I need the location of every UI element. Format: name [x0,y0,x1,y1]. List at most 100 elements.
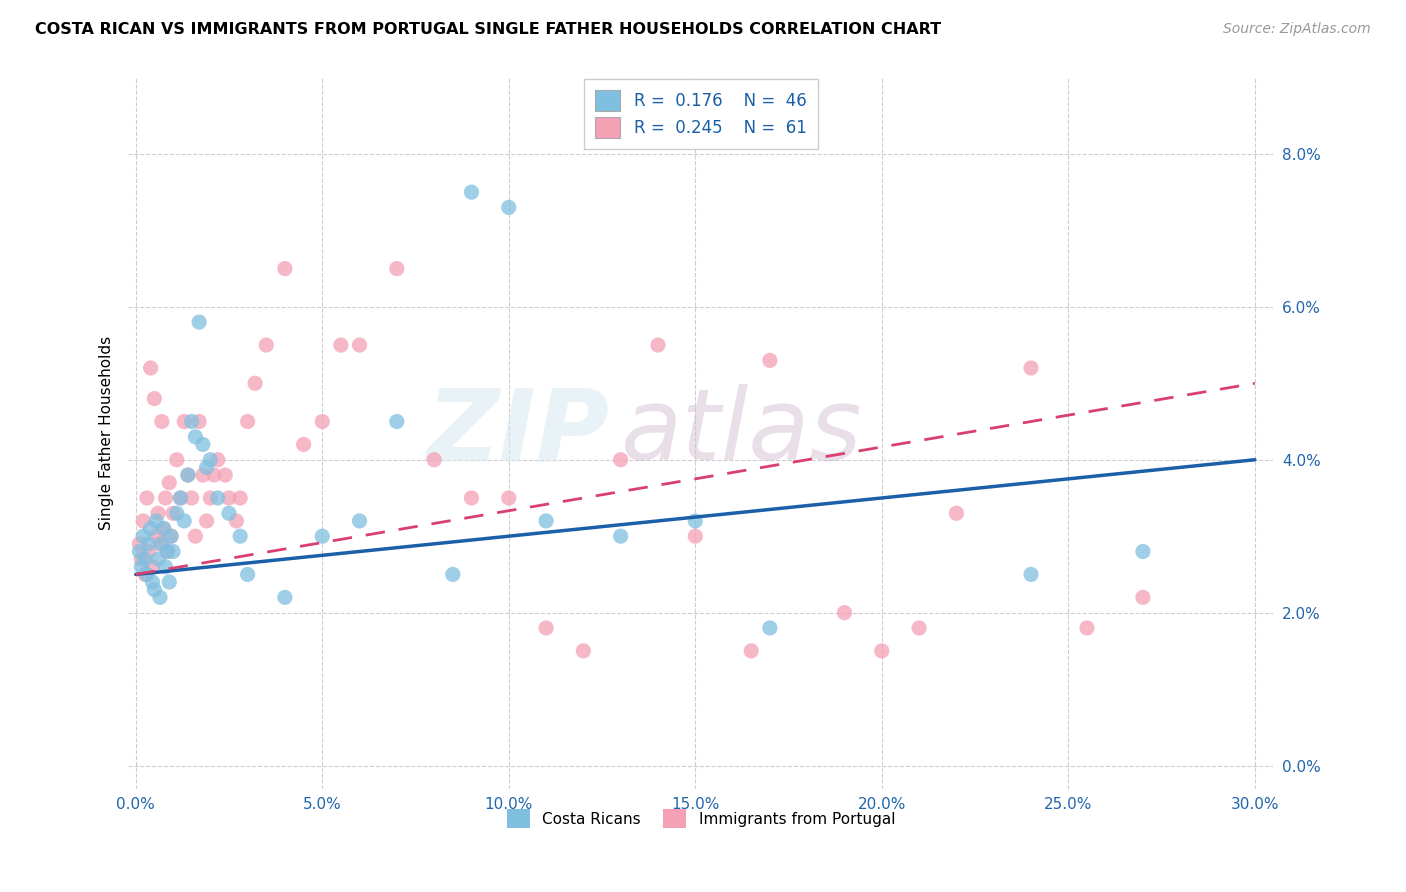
Point [191,468,214,483]
Point [759,353,782,368]
Point [609,452,631,467]
Point [132,529,155,543]
Point [180,491,202,505]
Point [188,315,211,329]
Point [155,491,177,505]
Point [609,529,631,543]
Point [141,575,163,590]
Point [218,491,240,505]
Point [195,514,218,528]
Point [441,567,464,582]
Point [214,468,236,483]
Point [1019,567,1042,582]
Point [685,529,707,543]
Point [169,491,191,505]
Point [460,491,482,505]
Point [274,261,297,276]
Text: ZIP: ZIP [426,384,609,482]
Point [135,567,157,582]
Point [572,644,595,658]
Point [166,452,188,467]
Point [184,529,207,543]
Point [156,544,179,558]
Point [134,567,156,582]
Point [200,491,222,505]
Point [173,415,195,429]
Point [141,559,163,574]
Point [274,591,297,605]
Point [155,559,177,574]
Point [177,468,200,483]
Point [131,559,153,574]
Point [135,491,157,505]
Text: COSTA RICAN VS IMMIGRANTS FROM PORTUGAL SINGLE FATHER HOUSEHOLDS CORRELATION CHA: COSTA RICAN VS IMMIGRANTS FROM PORTUGAL … [35,22,941,37]
Point [236,567,259,582]
Point [225,514,247,528]
Point [1019,361,1042,376]
Point [207,452,229,467]
Point [460,185,482,199]
Point [1132,544,1154,558]
Point [162,544,184,558]
Point [162,506,184,520]
Point [647,338,669,352]
Point [128,537,150,551]
Point [149,537,172,551]
Point [139,361,162,376]
Point [156,544,179,558]
Point [160,529,183,543]
Point [349,514,371,528]
Point [173,514,195,528]
Point [177,468,200,483]
Point [759,621,782,635]
Point [498,491,520,505]
Point [498,201,520,215]
Text: Source: ZipAtlas.com: Source: ZipAtlas.com [1223,22,1371,37]
Point [534,621,557,635]
Point [146,506,169,520]
Point [870,644,893,658]
Legend: Costa Ricans, Immigrants from Portugal: Costa Ricans, Immigrants from Portugal [501,804,901,834]
Point [166,506,188,520]
Point [236,415,259,429]
Point [834,606,856,620]
Point [132,514,155,528]
Point [184,430,207,444]
Text: atlas: atlas [620,384,862,482]
Point [191,437,214,451]
Point [138,537,160,551]
Point [128,544,150,558]
Point [207,491,229,505]
Point [1076,621,1098,635]
Point [157,575,180,590]
Point [311,415,333,429]
Point [145,514,167,528]
Point [243,376,266,391]
Point [685,514,707,528]
Point [218,506,240,520]
Point [150,537,173,551]
Point [134,552,156,566]
Point [385,415,408,429]
Point [150,415,173,429]
Point [143,392,166,406]
Point [349,338,371,352]
Point [195,460,218,475]
Point [146,552,169,566]
Point [157,475,180,490]
Point [254,338,277,352]
Point [149,591,172,605]
Point [202,468,225,483]
Point [423,452,446,467]
Point [229,491,252,505]
Point [188,415,211,429]
Point [200,452,222,467]
Point [138,544,160,558]
Point [143,582,166,597]
Point [1132,591,1154,605]
Point [139,522,162,536]
Point [908,621,931,635]
Point [152,522,174,536]
Point [180,415,202,429]
Point [145,529,167,543]
